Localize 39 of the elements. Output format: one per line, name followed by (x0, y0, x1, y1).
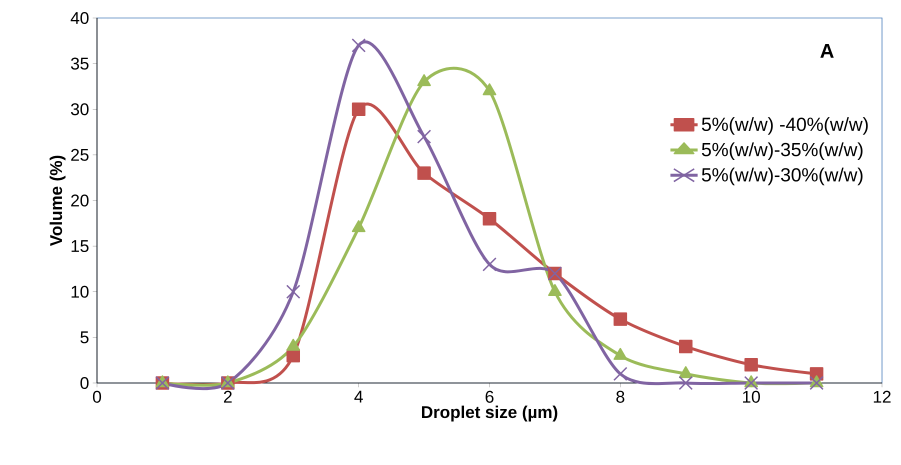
y-tick-label: 5 (80, 331, 89, 344)
x-tick-label: 4 (354, 390, 363, 402)
y-tick-label: 30 (70, 103, 89, 116)
point (678, 376, 693, 390)
point (482, 212, 496, 226)
annotation: A (820, 44, 834, 58)
x-tick-label: 8 (616, 390, 624, 403)
point (482, 83, 496, 96)
point (744, 358, 758, 372)
y-tick-label: 10 (72, 286, 89, 298)
x-tick-label: 12 (874, 390, 891, 403)
legend-label: 5%(w/w)-35%(w/w) (702, 142, 863, 160)
point (417, 74, 431, 86)
y-tick-label: 15 (72, 240, 89, 252)
y-tick-label: 20 (71, 194, 89, 207)
point (679, 340, 693, 354)
x-tick-label: 6 (486, 390, 494, 403)
point (417, 166, 431, 180)
point (352, 220, 366, 232)
point (744, 376, 758, 390)
x-tick-label: 10 (743, 390, 760, 403)
point (809, 376, 824, 390)
x-axis-title: Droplet size (µm) (422, 406, 558, 422)
x-tick-label: 2 (224, 390, 232, 403)
point (352, 38, 366, 52)
point (352, 102, 366, 116)
y-tick-label: 40 (70, 12, 89, 24)
legend-label: 5%(w/w) -40%(w/w) (702, 117, 868, 135)
y-tick-label: 35 (70, 58, 89, 70)
y-tick-label: 0 (80, 376, 89, 390)
point (286, 348, 300, 362)
point (548, 284, 562, 296)
point (416, 130, 432, 144)
legend-label: 5%(w/w)-30%(w/w) (702, 168, 863, 186)
y-axis-title: Volume (%) (50, 156, 66, 246)
point (286, 284, 300, 299)
x-tick-label: 0 (92, 390, 102, 403)
point (614, 312, 628, 326)
y-tick-label: 25 (71, 148, 89, 161)
